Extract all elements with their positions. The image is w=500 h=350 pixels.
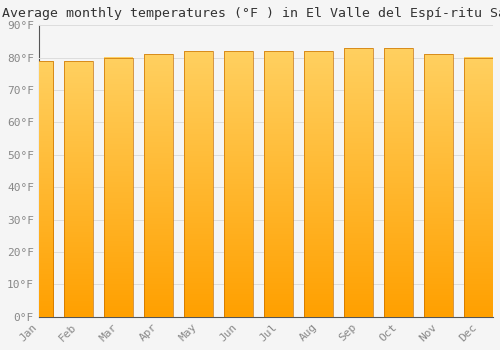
Bar bbox=[64, 61, 93, 317]
Bar bbox=[464, 58, 493, 317]
Bar bbox=[304, 51, 333, 317]
Bar bbox=[424, 55, 453, 317]
Bar bbox=[384, 48, 413, 317]
Bar bbox=[144, 55, 173, 317]
Bar bbox=[104, 58, 133, 317]
Bar bbox=[184, 51, 213, 317]
Bar bbox=[224, 51, 253, 317]
Bar bbox=[24, 61, 53, 317]
Bar bbox=[304, 51, 333, 317]
Bar bbox=[224, 51, 253, 317]
Bar bbox=[344, 48, 373, 317]
Bar bbox=[264, 51, 293, 317]
Bar bbox=[424, 55, 453, 317]
Bar bbox=[384, 48, 413, 317]
Bar bbox=[24, 61, 53, 317]
Bar bbox=[64, 61, 93, 317]
Bar bbox=[464, 58, 493, 317]
Bar bbox=[344, 48, 373, 317]
Bar bbox=[144, 55, 173, 317]
Bar bbox=[264, 51, 293, 317]
Bar bbox=[184, 51, 213, 317]
Title: Average monthly temperatures (°F ) in El Valle del Espí-ritu Santo: Average monthly temperatures (°F ) in El… bbox=[2, 7, 500, 20]
Bar bbox=[104, 58, 133, 317]
